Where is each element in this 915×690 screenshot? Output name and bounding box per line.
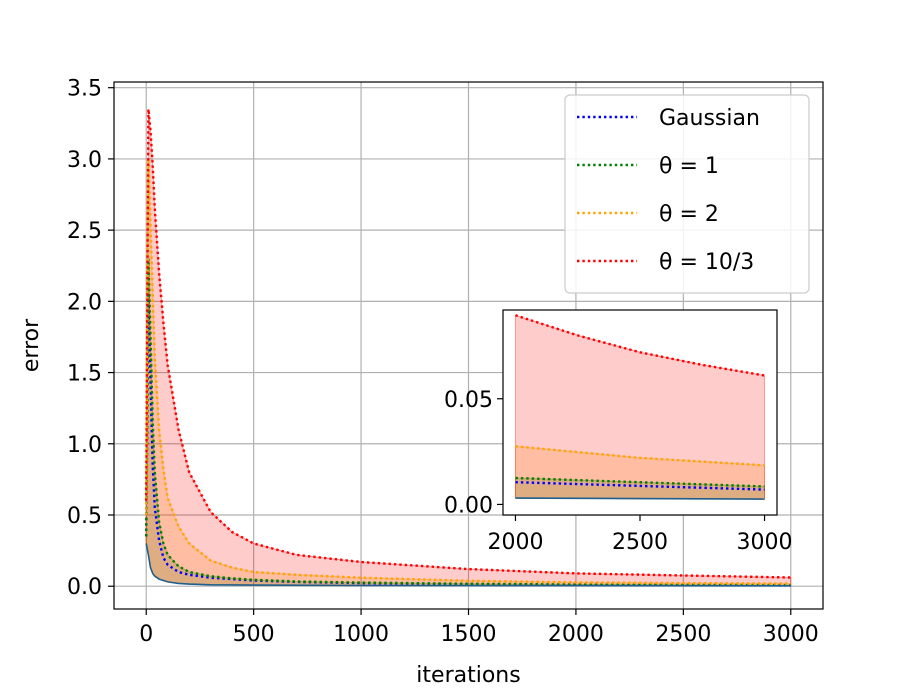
x-tick-label: 3000 bbox=[763, 622, 819, 647]
y-tick-label: 1.0 bbox=[67, 433, 102, 458]
series-line-10-3 bbox=[145, 108, 791, 579]
inset-fills bbox=[515, 314, 765, 500]
x-axis-label: iterations bbox=[416, 663, 520, 686]
y-tick-label: 1.5 bbox=[67, 362, 102, 387]
y-tick-label: 3.5 bbox=[67, 77, 102, 102]
series-line-2 bbox=[145, 158, 791, 585]
x-tick-label: 0 bbox=[139, 622, 153, 647]
x-tick-label: 1500 bbox=[441, 622, 497, 647]
inset-x-tick-label: 2500 bbox=[612, 530, 668, 555]
inset-x-tick-label: 3000 bbox=[737, 530, 793, 555]
legend-box bbox=[564, 94, 810, 294]
x-tick-label: 2000 bbox=[548, 622, 604, 647]
inset-x-tick-label: 2000 bbox=[487, 530, 543, 555]
y-tick-label: 0.5 bbox=[67, 504, 102, 529]
series-line-series-4 bbox=[145, 543, 791, 587]
x-tick-label: 500 bbox=[233, 622, 275, 647]
inset-y-tick-label: 0.00 bbox=[444, 493, 493, 518]
main-lines bbox=[145, 108, 791, 587]
y-axis-label: error bbox=[19, 318, 44, 372]
y-tick-label: 0.0 bbox=[67, 575, 102, 600]
inset-series-line-10-3 bbox=[515, 314, 765, 377]
legend-label: θ = 1 bbox=[659, 154, 719, 179]
inset-chart: 2000 2500 3000 0.00 0.05 bbox=[444, 309, 793, 555]
inset-series-line-1 bbox=[515, 476, 765, 488]
main-ticks: 0 500 1000 1500 2000 2500 3000 0.0 0.5 1.0 1.5 2.0 2… bbox=[67, 77, 819, 647]
legend-label: Gaussian bbox=[659, 106, 760, 131]
inset-ticks: 2000 2500 3000 0.00 0.05 bbox=[444, 388, 793, 555]
inset-y-tick-label: 0.05 bbox=[444, 388, 493, 413]
inset-series-line-2 bbox=[515, 445, 765, 467]
y-tick-label: 3.0 bbox=[67, 148, 102, 173]
legend-label: θ = 2 bbox=[659, 202, 719, 227]
legend: Gaussian θ = 1 θ = 2 θ = 10/3 bbox=[564, 94, 810, 294]
inset-lines bbox=[515, 314, 765, 500]
x-tick-label: 2500 bbox=[655, 622, 711, 647]
x-tick-label: 1000 bbox=[333, 622, 389, 647]
y-tick-label: 2.0 bbox=[67, 290, 102, 315]
legend-label: θ = 10/3 bbox=[659, 250, 754, 275]
inset-series-line-gaussian bbox=[515, 481, 765, 491]
inset-background bbox=[503, 310, 777, 515]
y-tick-label: 2.5 bbox=[67, 219, 102, 244]
inset-series-line-series-4 bbox=[515, 497, 765, 500]
